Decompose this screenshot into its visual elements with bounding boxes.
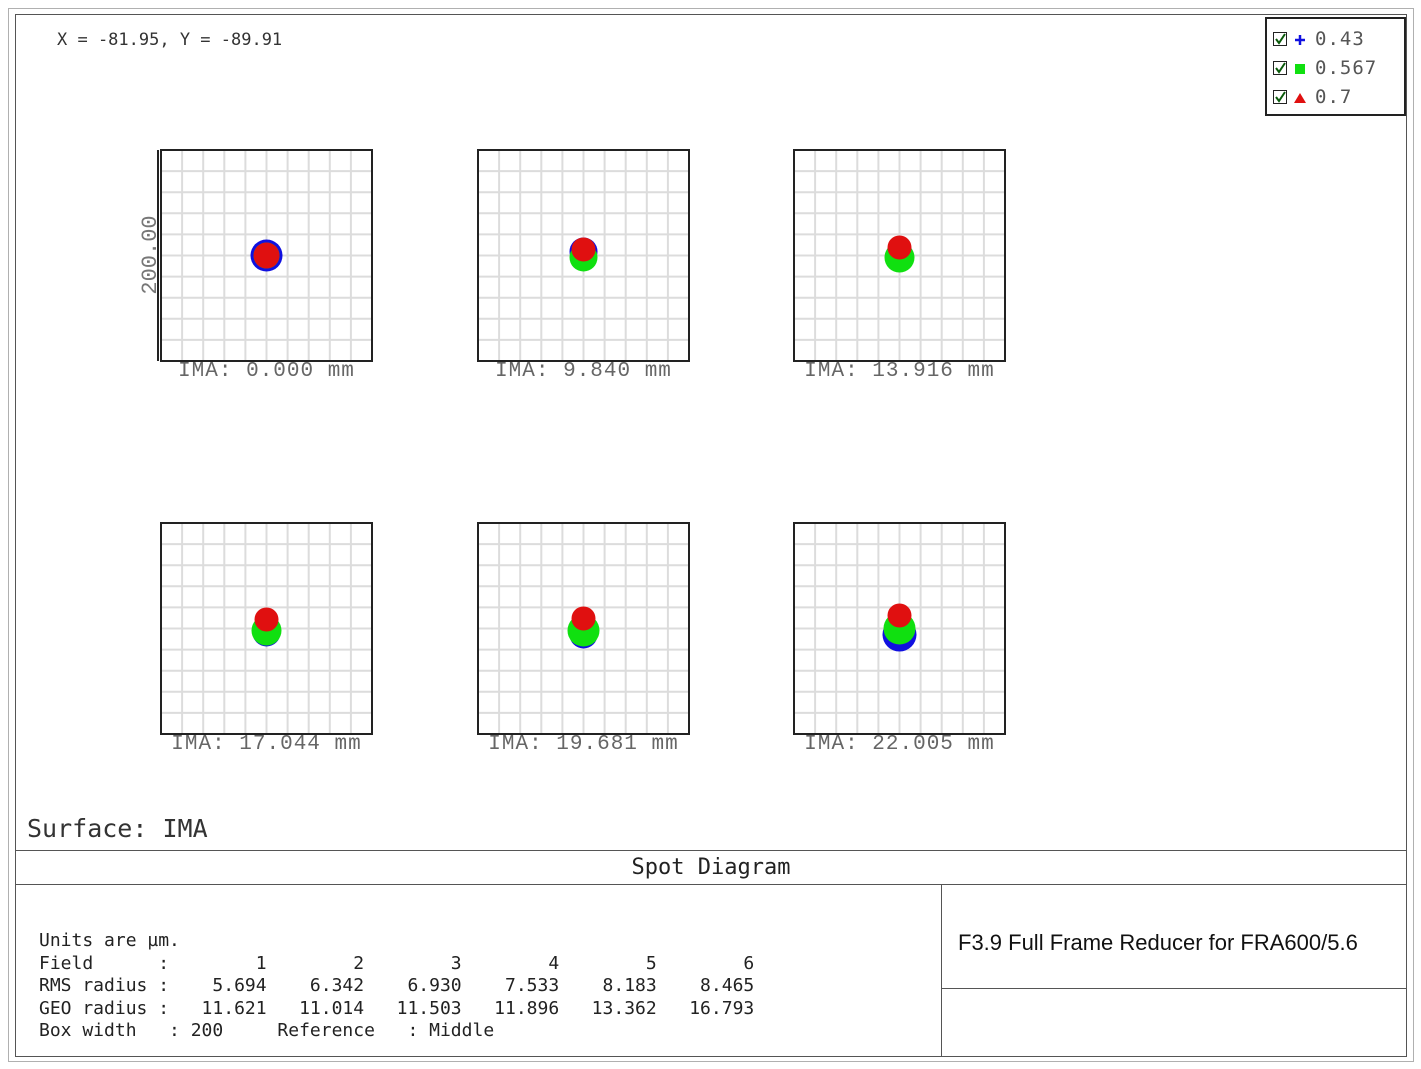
units-line: Units are µm.	[39, 930, 180, 951]
statistics-panel: Units are µm. Field : 1 2 3 4 5 6 RMS radi…	[39, 930, 754, 1043]
field-label: IMA: 13.916 mm	[804, 360, 994, 383]
spot-0.7	[571, 237, 596, 262]
field-label: IMA: 9.840 mm	[495, 360, 672, 383]
field-label: IMA: 0.000 mm	[178, 360, 355, 383]
legend-item-0.567[interactable]: 0.567	[1273, 56, 1377, 80]
legend-label: 0.567	[1315, 57, 1378, 79]
box-border	[793, 149, 1006, 362]
legend-label: 0.43	[1315, 28, 1365, 50]
field-box-1: IMA: 0.000 mm	[160, 149, 373, 383]
system-description: F3.9 Full Frame Reducer for FRA600/5.6	[958, 930, 1358, 955]
window-frame	[8, 8, 1414, 1062]
divider	[941, 884, 942, 1057]
spot-0.7	[254, 607, 279, 632]
box-border	[477, 522, 690, 735]
divider	[941, 988, 1407, 989]
legend-item-0.43[interactable]: 0.43	[1273, 27, 1365, 51]
scale-label: 200.00	[138, 215, 163, 294]
field-label: IMA: 19.681 mm	[488, 733, 678, 756]
field-box-4: IMA: 17.044 mm	[160, 522, 373, 756]
spot-0.7	[887, 603, 912, 628]
checkbox-icon[interactable]	[1273, 32, 1287, 46]
legend-item-0.7[interactable]: 0.7	[1273, 85, 1352, 109]
field-box-2: IMA: 9.840 mm	[477, 149, 690, 383]
field-row: Field : 1 2 3 4 5 6	[39, 952, 755, 974]
box-border	[160, 149, 373, 362]
plus-marker-icon	[1293, 32, 1307, 46]
box-row: Box width : 200 Reference : Middle	[39, 1020, 495, 1041]
geo-row: GEO radius : 11.621 11.014 11.503 11.896…	[39, 997, 755, 1019]
field-label: IMA: 22.005 mm	[804, 733, 994, 756]
field-box-5: IMA: 19.681 mm	[477, 522, 690, 756]
square-marker-icon	[1293, 61, 1307, 75]
plot-area	[15, 14, 1407, 1057]
legend-label: 0.7	[1315, 86, 1353, 108]
coordinate-readout: X = -81.95, Y = -89.91	[57, 30, 283, 50]
chart-title: Spot Diagram	[631, 855, 791, 880]
checkbox-icon[interactable]	[1273, 61, 1287, 75]
triangle-marker-icon	[1293, 90, 1307, 104]
field-label: IMA: 17.044 mm	[171, 733, 361, 756]
field-box-3: IMA: 13.916 mm	[793, 149, 1006, 383]
spot-0.7	[571, 606, 596, 631]
box-border	[477, 149, 690, 362]
legend: 0.43 0.567 0.7	[1265, 17, 1406, 116]
box-border	[160, 522, 373, 735]
surface-label: Surface: IMA	[27, 814, 208, 843]
checkbox-icon[interactable]	[1273, 90, 1287, 104]
field-box-6: IMA: 22.005 mm	[793, 522, 1006, 756]
spot-0.7	[887, 235, 912, 260]
box-border	[793, 522, 1006, 735]
title-bar: Spot Diagram	[15, 850, 1407, 885]
rms-row: RMS radius : 5.694 6.342 6.930 7.533 8.1…	[39, 975, 755, 996]
spot-0.7	[253, 242, 280, 269]
